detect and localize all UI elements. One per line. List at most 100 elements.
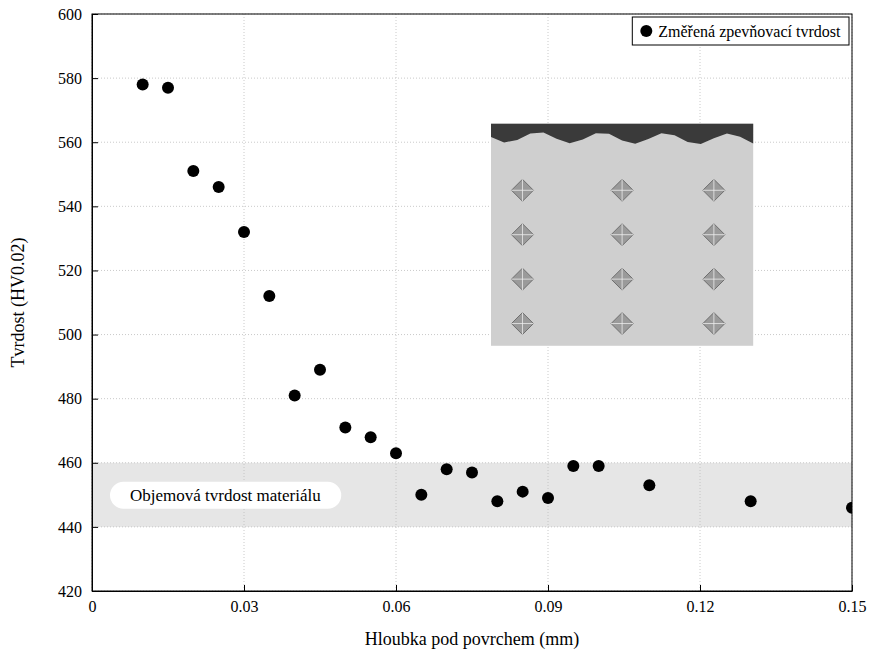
indent [511,313,533,335]
data-point [593,460,605,472]
grid-line-y [92,78,852,79]
tick-mark [396,585,397,591]
plot-frame [92,14,852,591]
x-axis-title: Hloubka pod povrchem (mm) [365,629,579,650]
indent [611,268,633,290]
data-point [213,181,225,193]
plot: 0 0.03 0.06 0.09 0.12 0.15 420 440 460 480 500 520 5… [58,6,867,616]
grid [92,14,852,591]
indent [703,179,725,201]
band-label: Objemová tvrdost materiálu [130,486,321,505]
tick-mark [700,585,701,591]
tick-mark [92,78,98,79]
tick: 0.06 [383,585,411,615]
tick-mark [92,270,98,271]
x-axis: 0 0.03 0.06 0.09 0.12 0.15 [89,585,867,615]
indent-diagonal [611,313,633,335]
data-point [491,495,503,507]
tick-mark [92,463,98,464]
tick-mark [92,206,98,207]
indent-diagonal [511,224,533,246]
tick-label: 0.03 [231,598,259,615]
data-point [846,502,852,514]
indent-diagonal [703,268,725,290]
indent [703,313,725,335]
grid-line-y [92,526,852,527]
y-axis-title: Tvrdost (HV0.02) [8,238,29,368]
tick-label: 500 [58,326,82,343]
bulk-hardness-band [92,463,852,527]
tick: 0.12 [687,585,715,615]
data-point [238,226,250,238]
tick-label: 440 [58,519,82,536]
data-point [643,479,655,491]
tick-label: 0.12 [687,598,715,615]
tick-label: 0.15 [839,598,867,615]
data-point [162,82,174,94]
inset-edge [491,124,753,144]
indent [703,268,725,290]
tick-label: 0 [89,598,97,615]
data-point [390,447,402,459]
indent-diagonal [511,268,533,290]
indent [511,179,533,201]
tick-label: 600 [58,6,82,23]
indent-diagonal [703,224,725,246]
indent [703,224,725,246]
data-point [187,165,199,177]
indent-diagonal [611,224,633,246]
data-point [365,431,377,443]
tick-label: 480 [58,390,82,407]
tick-label: 0.06 [383,598,411,615]
grid-line-x [396,14,397,591]
indent-diagonal [611,268,633,290]
tick: 0.03 [231,585,259,615]
indent-diagonal [703,313,725,335]
tick-label: 0.09 [535,598,563,615]
data-point [339,422,351,434]
data-point [542,492,554,504]
legend-marker [640,25,652,37]
indent-diagonal [611,179,633,201]
legend-label: Změřená zpevňovací tvrdost [658,23,841,41]
data-point [745,495,757,507]
chart: 0 0.03 0.06 0.09 0.12 0.15 420 440 460 480 500 520 5… [0,0,880,657]
band-label-background [110,482,341,509]
data-point [517,486,529,498]
tick-mark [92,399,98,400]
indent [611,313,633,335]
plot-background [92,14,852,591]
tick-mark [548,585,549,591]
band-label-group: Objemová tvrdost materiálu [110,482,341,509]
data-point [137,79,149,91]
indent [511,268,533,290]
points [137,79,852,514]
tick-mark [92,335,98,336]
tick-label: 460 [58,454,82,471]
indent [611,179,633,201]
data-point [415,489,427,501]
tick-label: 580 [58,70,82,87]
tick-label: 420 [58,583,82,600]
data-point [567,460,579,472]
indent [611,224,633,246]
tick-label: 540 [58,198,82,215]
grid-line-y [92,398,852,399]
data-point [263,290,275,302]
tick-mark [244,585,245,591]
legend-box [632,17,849,45]
tick-label: 520 [58,262,82,279]
data-point [466,466,478,478]
tick-mark [92,142,98,143]
data-point [314,364,326,376]
grid-line-y [92,462,852,463]
data-point [289,389,301,401]
inset-ground [491,124,753,346]
indent-diagonal [703,179,725,201]
tick-mark [92,527,98,528]
indent [511,224,533,246]
data-point [441,463,453,475]
legend: Změřená zpevňovací tvrdost [632,17,849,45]
micrograph-inset [491,124,753,346]
indent-diagonal [511,179,533,201]
